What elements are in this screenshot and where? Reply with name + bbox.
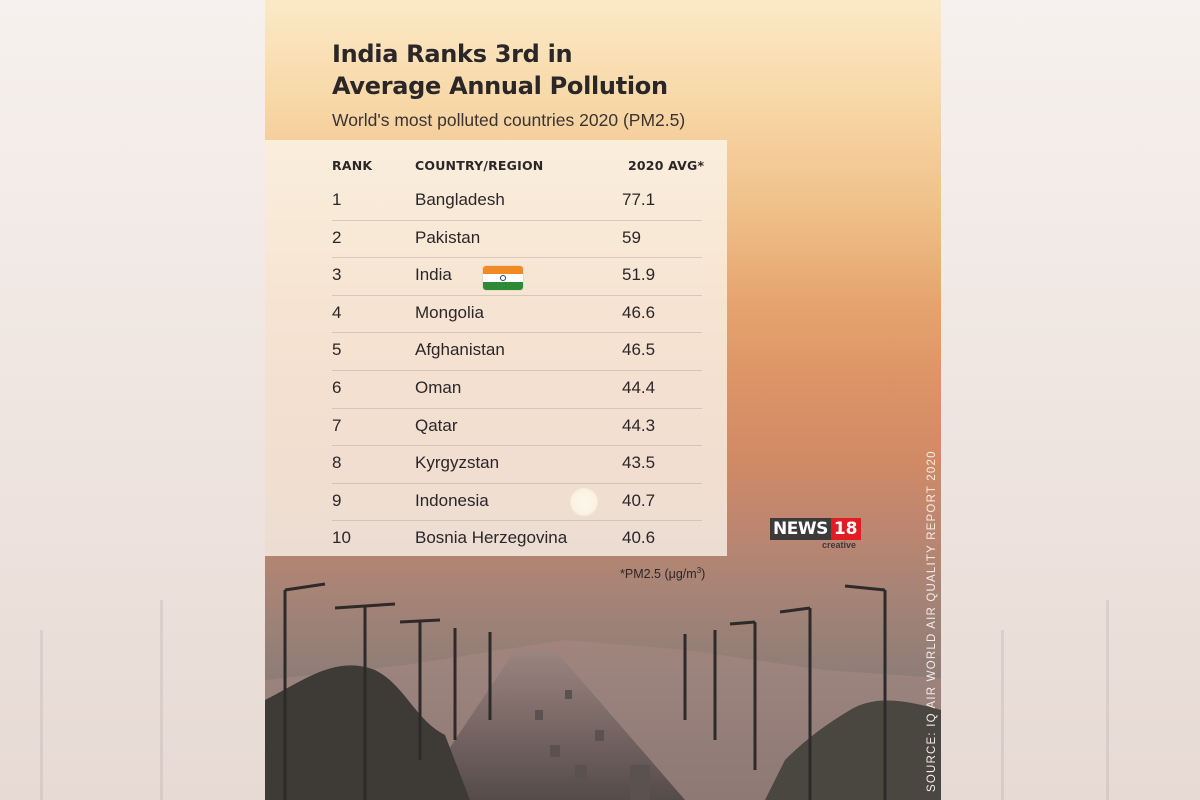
average-cell: 40.6: [622, 528, 656, 548]
rank-cell: 1: [332, 190, 342, 209]
rank-cell: 5: [332, 340, 342, 360]
right-backdrop: [941, 0, 1200, 800]
table-row: 10 Bosnia Herzegovina 40.6: [332, 521, 702, 558]
country-cell: Afghanistan: [415, 340, 505, 360]
country-cell: Pakistan: [415, 227, 481, 247]
table-row: 2 Pakistan 59: [332, 221, 702, 259]
source-credit: SOURCE: IQ AIR WORLD AIR QUALITY REPORT …: [926, 450, 938, 792]
rank-cell: 2: [332, 227, 342, 247]
country-cell: Bosnia Herzegovina: [415, 528, 568, 548]
table-row: 4 Mongolia 46.6: [332, 296, 702, 334]
table-row: 7 Qatar 44.3: [332, 409, 702, 447]
table-row: 5 Afghanistan 46.5: [332, 333, 702, 371]
faded-lamp-pole: [160, 600, 163, 800]
rank-cell: 8: [332, 453, 342, 473]
logo-news-text: NEWS: [770, 518, 831, 540]
faded-lamp-pole: [1001, 630, 1004, 800]
column-header-rank: RANK: [332, 158, 373, 173]
country-cell: Kyrgyzstan: [415, 453, 500, 473]
faded-lamp-pole: [1106, 600, 1109, 800]
average-cell: 46.5: [622, 340, 656, 360]
page-title: India Ranks 3rd in Average Annual Pollut…: [332, 38, 668, 102]
country-cell: Indonesia: [415, 490, 489, 510]
country-cell: India: [415, 265, 452, 285]
logo-creative-text: creative: [822, 540, 857, 550]
average-cell: 44.3: [622, 415, 656, 435]
average-cell: 77.1: [622, 190, 656, 209]
footnote-close: ): [701, 567, 706, 582]
table-row: 9 Indonesia 40.7: [332, 484, 702, 522]
average-cell: 40.7: [622, 490, 656, 510]
left-backdrop: [0, 0, 265, 800]
subtitle: World's most polluted countries 2020 (PM…: [332, 110, 686, 130]
rank-cell: 7: [332, 415, 342, 435]
rank-cell: 9: [332, 490, 342, 510]
table-row: 6 Oman 44.4: [332, 371, 702, 409]
smoggy-highway-scene: [265, 582, 941, 800]
rank-cell: 10: [332, 528, 351, 548]
table-row: 3 India 51.9: [332, 258, 702, 296]
average-cell: 51.9: [622, 265, 656, 285]
average-cell: 59: [622, 227, 641, 247]
average-cell: 43.5: [622, 453, 656, 473]
india-flag-icon: [483, 266, 523, 291]
country-cell: Mongolia: [415, 302, 484, 322]
title-line-2: Average Annual Pollution: [332, 72, 668, 100]
footnote-unit: (μg/m: [664, 567, 697, 582]
table-row: 1 Bangladesh 77.1: [332, 183, 702, 221]
country-cell: Bangladesh: [415, 190, 505, 209]
average-cell: 46.6: [622, 302, 656, 322]
ranking-table-panel: [265, 140, 727, 556]
column-header-country: COUNTRY/REGION: [415, 158, 544, 173]
rank-cell: 3: [332, 265, 342, 285]
footnote-exponent: 3: [696, 566, 702, 575]
average-cell: 44.4: [622, 377, 656, 397]
logo-18-badge: 18: [830, 518, 861, 540]
unit-footnote: *PM2.5 (μg/m3): [620, 566, 705, 581]
footnote-prefix: *PM2.5: [620, 567, 661, 582]
title-line-1: India Ranks 3rd in: [332, 40, 573, 68]
faded-lamp-pole: [40, 630, 43, 800]
rank-cell: 6: [332, 377, 342, 397]
ranking-table: 1 Bangladesh 77.1 2 Pakistan 59 3 India …: [332, 183, 702, 558]
column-header-average: 2020 AVG*: [628, 158, 705, 173]
country-cell: Qatar: [415, 415, 458, 435]
table-row: 8 Kyrgyzstan 43.5: [332, 446, 702, 484]
rank-cell: 4: [332, 302, 342, 322]
country-cell: Oman: [415, 377, 462, 397]
infographic-poster: India Ranks 3rd in Average Annual Pollut…: [265, 0, 941, 800]
news18-logo: NEWS 18 creative: [770, 518, 861, 550]
